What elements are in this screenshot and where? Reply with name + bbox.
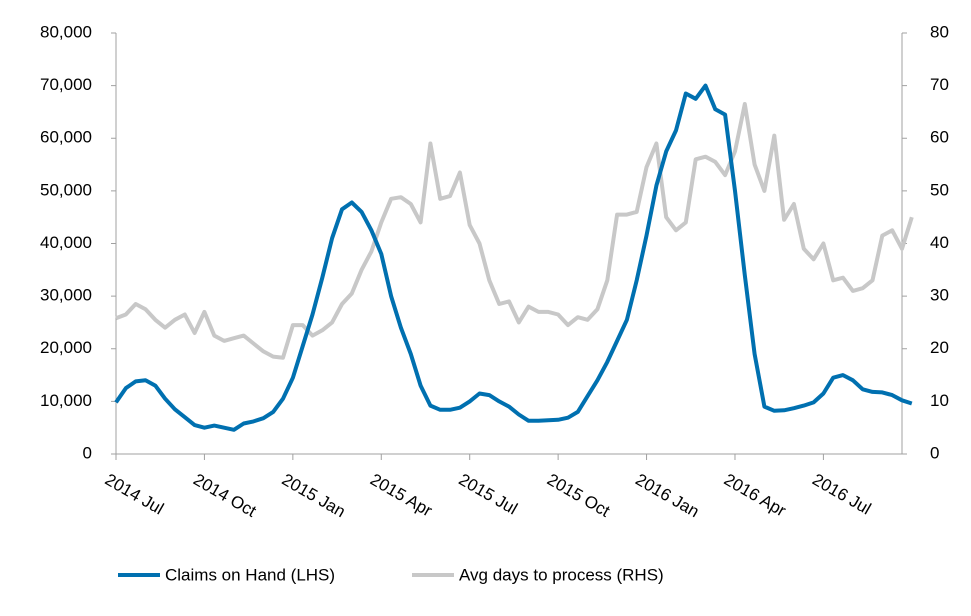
series-line xyxy=(114,83,913,432)
series-line xyxy=(115,102,914,360)
y2-tick-label: 70 xyxy=(930,75,949,94)
y-tick-label: 20,000 xyxy=(40,338,92,357)
y2-tick-label: 40 xyxy=(930,233,949,252)
x-tick-label: 2016 Apr xyxy=(721,470,790,521)
y2-tick-label: 30 xyxy=(930,286,949,305)
y-tick-label: 70,000 xyxy=(40,75,92,94)
y2-tick-label: 50 xyxy=(930,180,949,199)
y-tick-label: 80,000 xyxy=(40,22,92,41)
x-tick-label: 2014 Oct xyxy=(190,470,259,521)
y-tick-label: 60,000 xyxy=(40,128,92,147)
x-tick-label: 2015 Jul xyxy=(455,470,520,519)
x-tick-label: 2015 Jan xyxy=(279,470,349,521)
y2-tick-label: 80 xyxy=(930,22,949,41)
y2-tick-label: 60 xyxy=(930,128,949,147)
y-tick-label: 0 xyxy=(83,443,92,462)
legend-label: Claims on Hand (LHS) xyxy=(165,565,335,584)
y2-tick-label: 20 xyxy=(930,338,949,357)
x-tick-label: 2016 Jul xyxy=(809,470,874,519)
y-tick-label: 10,000 xyxy=(40,391,92,410)
y2-tick-label: 0 xyxy=(930,443,939,462)
y-tick-label: 50,000 xyxy=(40,180,92,199)
x-tick-label: 2015 Apr xyxy=(367,470,436,521)
legend-label: Avg days to process (RHS) xyxy=(459,565,664,584)
y2-tick-label: 10 xyxy=(930,391,949,410)
x-tick-label: 2016 Jan xyxy=(632,470,702,521)
x-tick-label: 2015 Oct xyxy=(544,470,613,521)
y-tick-label: 40,000 xyxy=(40,233,92,252)
y-tick-label: 30,000 xyxy=(40,286,92,305)
x-tick-label: 2014 Jul xyxy=(102,470,167,519)
